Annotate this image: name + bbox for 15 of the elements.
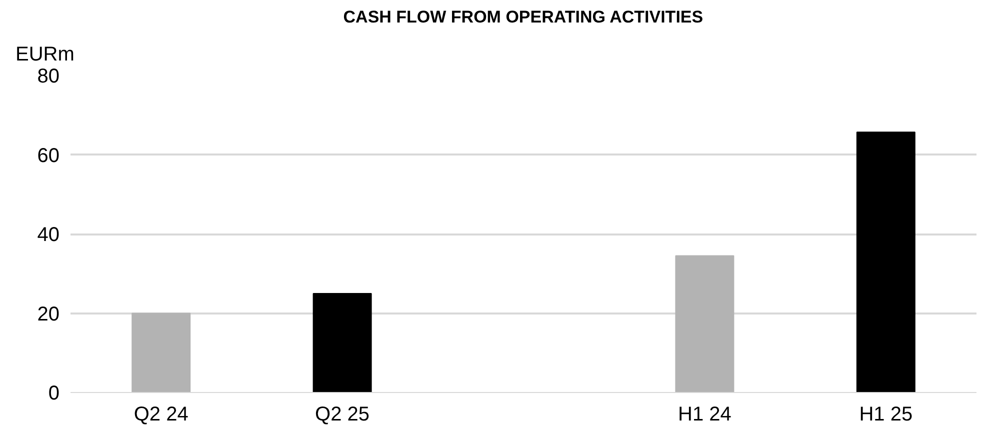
x-tick-label: Q2 24 [134, 404, 188, 426]
bar [312, 292, 372, 392]
bar [675, 255, 734, 392]
x-tick-label: H1 24 [678, 404, 732, 426]
x-tick-label: Q2 25 [315, 404, 370, 426]
y-tick-label: 0 [48, 382, 60, 404]
y-axis-title: EURm [16, 44, 74, 66]
y-tick-label: 20 [37, 303, 60, 326]
bar [132, 312, 191, 392]
bar [856, 132, 916, 392]
y-tick-label: 40 [37, 224, 60, 246]
chart-title: CASH FLOW FROM OPERATING ACTIVITIES [343, 8, 704, 26]
y-tick-label: 60 [37, 144, 60, 167]
x-tick-label: H1 25 [859, 404, 913, 426]
y-tick-label: 80 [37, 66, 60, 88]
